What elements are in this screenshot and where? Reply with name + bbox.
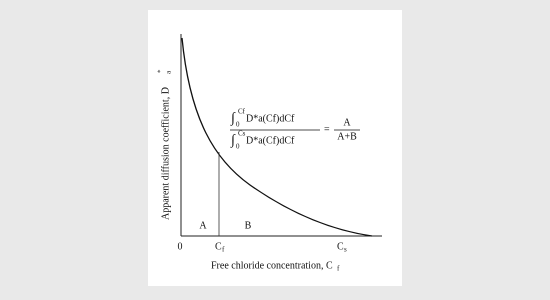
cf-tick: C bbox=[215, 241, 222, 252]
rhs-den: A+B bbox=[337, 131, 357, 142]
x-axis-title-sub: f bbox=[337, 265, 340, 273]
den-upper: Cs bbox=[238, 130, 246, 138]
num-upper: Cf bbox=[238, 108, 246, 116]
cs-tick: C bbox=[337, 241, 344, 252]
y-axis-title-sub: a bbox=[165, 70, 173, 74]
integral: ∫ bbox=[230, 133, 236, 148]
x-axis-title: Free chloride concentration, C bbox=[211, 260, 333, 271]
region-a: A bbox=[199, 220, 207, 231]
y-axis-title: Apparent diffusion coefficient, D bbox=[160, 87, 171, 220]
num-body: D*a(Cf)dCf bbox=[246, 113, 295, 124]
y-axis-title-sup: * bbox=[157, 69, 165, 73]
integral: ∫ bbox=[230, 111, 236, 126]
region-b: B bbox=[245, 220, 252, 231]
den-lower: 0 bbox=[236, 143, 240, 151]
num-lower: 0 bbox=[236, 121, 240, 129]
cs-tick-sub: s bbox=[344, 246, 347, 254]
origin-label: 0 bbox=[178, 241, 183, 252]
y-axis-title-group: Apparent diffusion coefficient, D a * bbox=[157, 69, 173, 220]
equals: = bbox=[324, 124, 330, 135]
rhs-num: A bbox=[343, 117, 351, 128]
curve bbox=[181, 37, 373, 237]
figure-panel bbox=[148, 10, 402, 286]
cf-tick-sub: f bbox=[222, 246, 225, 254]
den-body: D*a(Cf)dCf bbox=[246, 135, 295, 146]
